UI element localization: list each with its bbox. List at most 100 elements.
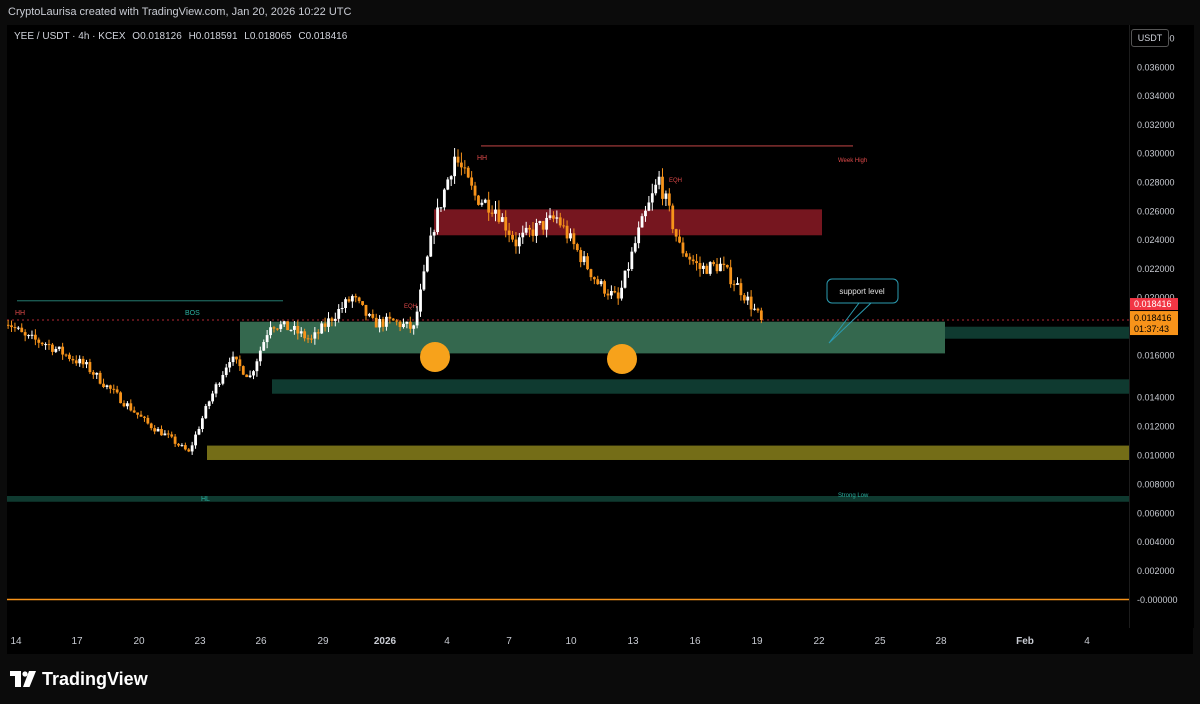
time-tick: 10 bbox=[565, 636, 577, 647]
touch-marker-left bbox=[420, 342, 450, 372]
last-price-label: 0.018416 bbox=[1134, 299, 1172, 309]
candle-body bbox=[756, 308, 760, 311]
candle-body bbox=[6, 324, 10, 326]
price-tick: 0.014000 bbox=[1137, 393, 1175, 403]
price-tick: 0.028000 bbox=[1137, 177, 1175, 187]
candle-body bbox=[350, 296, 354, 302]
time-tick: 14 bbox=[10, 636, 22, 647]
candle-body bbox=[364, 304, 368, 316]
candle-body bbox=[691, 259, 695, 262]
price-axis-svg[interactable]: 0.0380000.0360000.0340000.0320000.030000… bbox=[1130, 25, 1194, 628]
candle-body bbox=[436, 207, 439, 233]
candle-body bbox=[177, 443, 180, 446]
candle-body bbox=[207, 401, 211, 407]
symbol-header[interactable]: YEE / USDT · 4h · KCEX O0.018126 H0.0185… bbox=[14, 31, 351, 42]
candle-body bbox=[214, 384, 218, 394]
price-tick: 0.006000 bbox=[1137, 508, 1175, 518]
candle-body bbox=[235, 356, 238, 360]
candle-body bbox=[453, 156, 456, 177]
candle-body bbox=[562, 225, 566, 227]
candle-body bbox=[88, 362, 92, 373]
candle-body bbox=[439, 207, 443, 209]
candle-body bbox=[166, 433, 170, 435]
candle-body bbox=[241, 366, 245, 375]
candle-body bbox=[408, 321, 412, 329]
candle-body bbox=[333, 318, 337, 321]
candle-body bbox=[81, 358, 85, 365]
candle-body bbox=[211, 393, 215, 402]
candle-body bbox=[490, 212, 494, 214]
candle-body bbox=[412, 325, 416, 329]
candle-body bbox=[531, 229, 535, 236]
time-axis[interactable]: 14 17 20 23 26 29 2026 4 7 10 13 16 19 22 25 28 Feb 4 bbox=[7, 628, 1193, 654]
candle-body bbox=[20, 327, 24, 333]
price-tick: 0.032000 bbox=[1137, 120, 1175, 130]
callout-text: support level bbox=[839, 287, 885, 296]
candle-body bbox=[119, 392, 122, 404]
plot-area[interactable]: HH BOS EQH HH EQH Week High HL Strong Low suppor… bbox=[3, 25, 1129, 628]
candle-body bbox=[252, 371, 255, 376]
ohlc-close: C0.018416 bbox=[298, 31, 348, 42]
candle-body bbox=[344, 299, 347, 309]
candle-body bbox=[269, 327, 272, 336]
candle-body bbox=[105, 385, 109, 388]
candle-body bbox=[528, 227, 531, 230]
candle-body bbox=[419, 289, 422, 312]
label-hl: HL bbox=[201, 496, 210, 503]
candle-body bbox=[572, 233, 576, 245]
candle-body bbox=[33, 334, 37, 340]
candle-body bbox=[725, 264, 729, 268]
price-axis[interactable]: 0.0380000.0360000.0340000.0320000.030000… bbox=[1129, 25, 1194, 628]
candle-body bbox=[190, 445, 194, 452]
candle-body bbox=[354, 296, 358, 298]
tradingview-logo: TradingView bbox=[10, 668, 148, 690]
candle-body bbox=[115, 389, 119, 393]
candle-body bbox=[378, 318, 382, 328]
candle-body bbox=[736, 283, 739, 285]
symbol-pair[interactable]: YEE / USDT · 4h · KCEX bbox=[14, 31, 126, 42]
candle-body bbox=[44, 344, 47, 346]
tradingview-wordmark: TradingView bbox=[42, 668, 148, 689]
candle-body bbox=[275, 328, 279, 330]
candle-body bbox=[347, 299, 351, 302]
candle-body bbox=[473, 185, 477, 196]
candle-body bbox=[279, 324, 283, 329]
candle-body bbox=[327, 318, 330, 327]
candle-body bbox=[722, 263, 726, 265]
candle-body bbox=[395, 320, 399, 322]
current-price-label: 0.018416 bbox=[1134, 313, 1172, 323]
candle-body bbox=[170, 434, 174, 437]
candle-body bbox=[432, 232, 436, 236]
label-strong-low: Strong Low bbox=[838, 493, 869, 499]
candle-body bbox=[494, 209, 497, 214]
candle-body bbox=[95, 372, 99, 375]
candle-body bbox=[173, 436, 177, 444]
candle-body bbox=[749, 296, 753, 310]
time-tick: 17 bbox=[71, 636, 83, 647]
candle-body bbox=[507, 230, 511, 235]
candle-body bbox=[74, 360, 78, 364]
candlestick-chart[interactable]: HH BOS EQH HH EQH Week High HL Strong Low suppor… bbox=[3, 25, 1129, 628]
candle-body bbox=[51, 344, 54, 352]
time-tick: 29 bbox=[317, 636, 329, 647]
tradingview-logo-icon bbox=[10, 671, 36, 687]
candle-body bbox=[477, 195, 480, 205]
time-axis-svg[interactable]: 14 17 20 23 26 29 2026 4 7 10 13 16 19 22 25 28 Feb 4 bbox=[7, 628, 1193, 654]
candle-body bbox=[405, 321, 409, 324]
candle-body bbox=[558, 217, 562, 226]
candle-body bbox=[228, 362, 232, 368]
candle-body bbox=[654, 184, 658, 194]
time-tick: 26 bbox=[255, 636, 267, 647]
candle-body bbox=[538, 221, 542, 224]
currency-selector[interactable]: USDT bbox=[1131, 29, 1169, 47]
price-tick: 0.034000 bbox=[1137, 91, 1175, 101]
candle-body bbox=[340, 308, 344, 310]
candle-body bbox=[415, 311, 419, 326]
candle-body bbox=[54, 348, 58, 352]
candle-body bbox=[296, 325, 300, 334]
candle-body bbox=[180, 445, 184, 447]
candle-body bbox=[650, 193, 654, 203]
candle-body bbox=[637, 227, 641, 244]
candle-body bbox=[541, 221, 545, 230]
